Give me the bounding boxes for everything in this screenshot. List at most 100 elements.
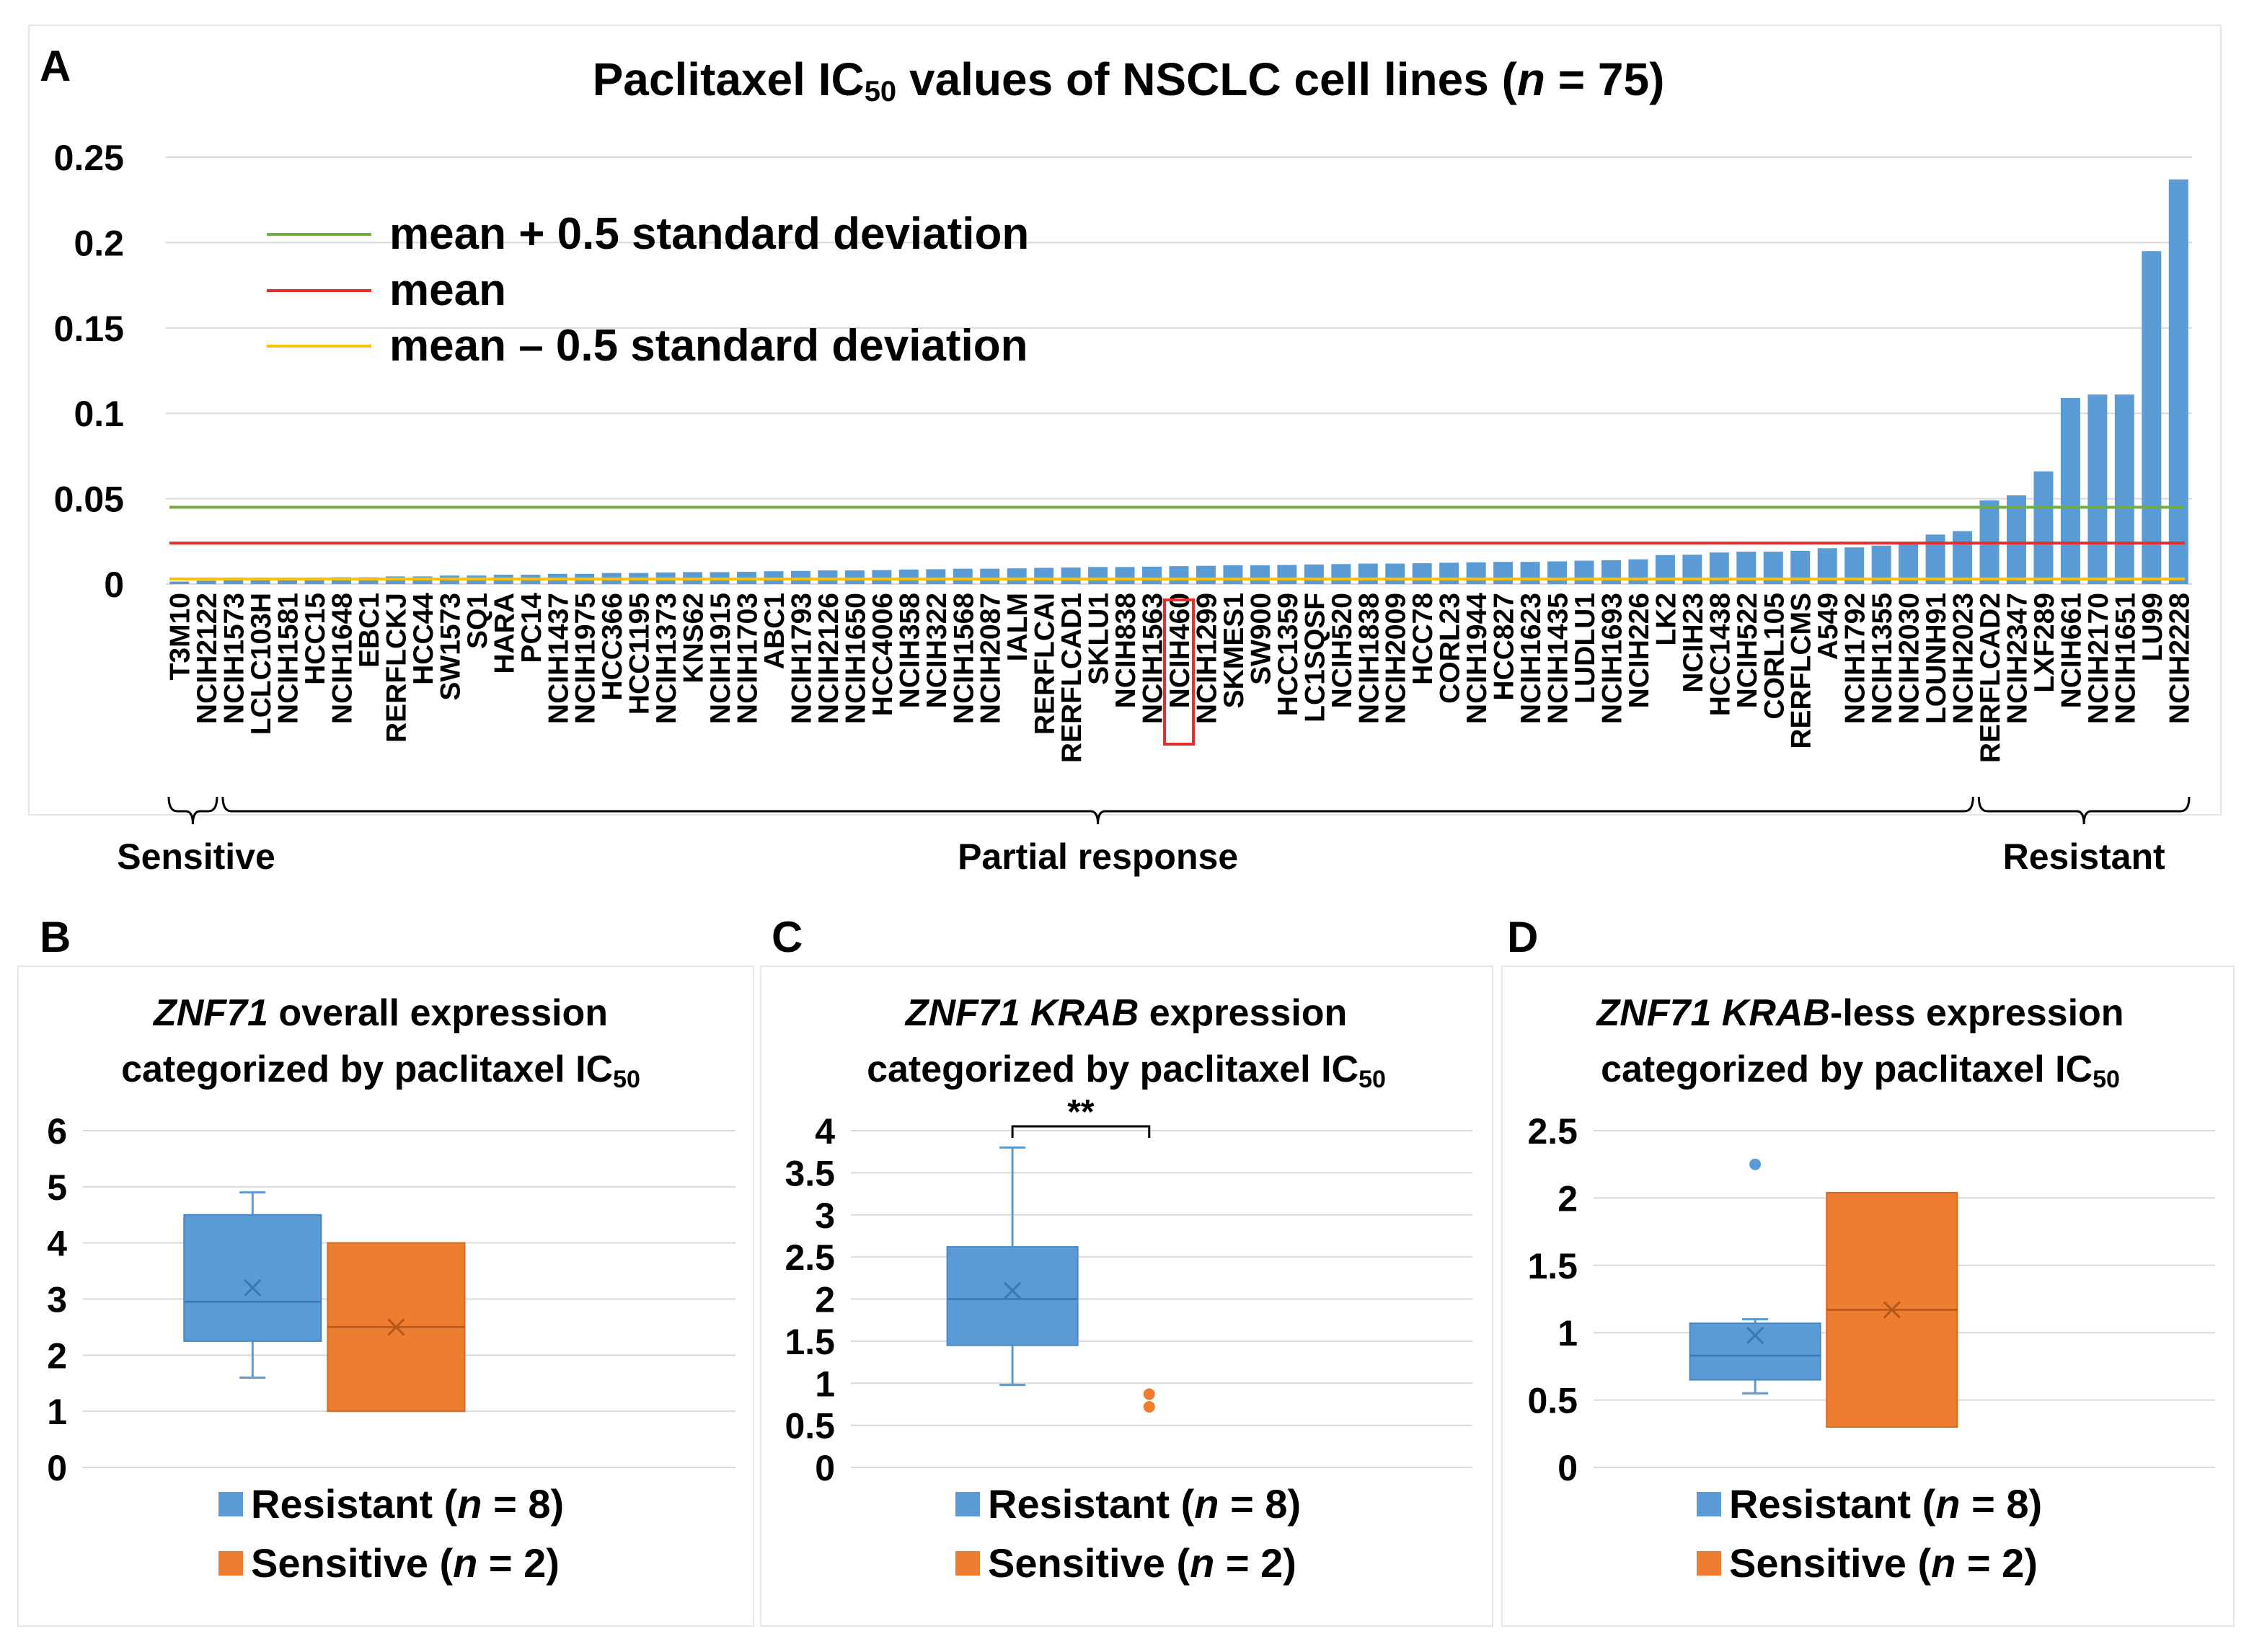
bar-ncih1650 [844, 570, 865, 584]
bar-ncih322 [926, 569, 946, 584]
x-tick-label: NCIH460 [1165, 593, 1196, 708]
x-tick-label: NCIH1792 [1840, 593, 1871, 724]
x-tick-label: RERFLCMS [1786, 593, 1817, 749]
x-tick-label: HCC15 [300, 593, 331, 685]
x-tick-label: LK2 [1651, 593, 1682, 646]
highlight-box-ncih460 [1163, 598, 1195, 746]
bar-ncih1838 [1358, 563, 1378, 584]
legend-swatch-sensitive [1697, 1551, 1721, 1576]
box-resistant [183, 1191, 322, 1379]
bar-ncih1563 [1142, 566, 1162, 584]
y-tick-label: 0.2 [74, 223, 124, 263]
x-tick-label: A549 [1813, 593, 1844, 660]
x-tick-label: NCIH1838 [1353, 593, 1384, 724]
y-tick-label: 1.5 [785, 1322, 835, 1362]
y-tick-label: 0 [1557, 1448, 1578, 1488]
x-tick-label: KNS62 [679, 593, 710, 684]
x-tick-label: NCIH1355 [1867, 593, 1898, 724]
y-tick-label: 0 [47, 1448, 67, 1488]
x-tick-label: NCIH358 [894, 593, 925, 708]
box-resistant [946, 1146, 1079, 1387]
bar-ncih838 [1115, 567, 1135, 584]
x-tick-label: HCC1438 [1705, 593, 1736, 716]
panel-b-box-plot: ZNF71 overall expression categorized by p… [17, 966, 754, 1627]
legend-label-resistant: Resistant (n = 8) [988, 1481, 1301, 1527]
bar-hcc15 [304, 578, 324, 584]
bracket-sensitive [167, 796, 218, 825]
x-tick-label: NCIH1568 [948, 593, 979, 724]
panel-title-line1: ZNF71 overall expression [152, 992, 608, 1034]
x-tick-label: NCIH1703 [733, 593, 764, 724]
x-tick-label: NCIH661 [2056, 593, 2087, 708]
y-tick-label: 0.05 [54, 480, 124, 520]
bar-lxf289 [2033, 471, 2054, 584]
x-tick-label: NCIH2228 [2164, 593, 2195, 724]
x-tick-label: LXF289 [2029, 593, 2060, 693]
x-tick-label: NCIH1299 [1191, 593, 1222, 724]
legend-label-resistant: Resistant (n = 8) [1729, 1481, 2042, 1527]
x-tick-label: NCIH2087 [976, 593, 1007, 724]
y-tick-label: 0 [815, 1448, 835, 1488]
panel-c-box-plot: ZNF71 KRAB expression categorized by pacl… [760, 966, 1493, 1627]
y-tick-label: 2 [1557, 1178, 1578, 1219]
box-resistant [1689, 1158, 1821, 1395]
panel-frame [760, 966, 1493, 1627]
bar-ncih2023 [1953, 531, 1973, 584]
x-tick-label: HCC1359 [1273, 593, 1304, 716]
group-label-resistant: Resistant [2003, 836, 2165, 877]
mean-marker [387, 1318, 405, 1336]
bar-ebc1 [358, 577, 379, 584]
group-label-partial-response: Partial response [958, 836, 1238, 877]
y-tick-label: 0.15 [54, 309, 124, 349]
bracket-resistant [1977, 796, 2191, 825]
x-tick-label: SKLU1 [1084, 593, 1115, 685]
x-tick-label: HCC827 [1489, 593, 1520, 701]
bar-ncih2122 [196, 580, 216, 584]
bar-hcc827 [1493, 562, 1514, 584]
x-tick-label: HCC44 [408, 593, 439, 685]
box-body [1689, 1322, 1821, 1381]
y-tick-label: 3 [47, 1280, 67, 1320]
x-tick-label: RERFLCAD2 [1975, 593, 2006, 763]
bar-rerflcad1 [1061, 567, 1081, 584]
y-tick-label: 0.5 [785, 1406, 835, 1446]
x-tick-label: T3M10 [165, 593, 196, 680]
x-tick-label: NCIH1693 [1596, 593, 1627, 724]
mean-marker [1883, 1301, 1901, 1319]
bar-ncih1944 [1466, 562, 1486, 584]
legend-label-mean-plus: mean + 0.5 standard deviation [389, 209, 1029, 259]
box-sensitive [327, 1242, 466, 1413]
x-tick-label: NCIH2030 [1894, 593, 1925, 724]
bar-ncih520 [1331, 564, 1351, 584]
x-tick-label: NCIH1573 [219, 593, 250, 724]
x-tick-label: NCIH2009 [1381, 593, 1412, 724]
y-tick-label: 0.5 [1527, 1381, 1578, 1421]
panel-c-letter: C [772, 913, 803, 961]
x-tick-label: LCLC103H [246, 593, 277, 735]
x-tick-label: NCIH838 [1110, 593, 1141, 708]
y-tick-label: 3 [815, 1196, 835, 1236]
y-tick-label: 1.5 [1527, 1246, 1578, 1286]
x-tick-label: HARA [489, 593, 520, 674]
mean-marker [244, 1278, 262, 1297]
box-sensitive [1826, 1191, 1958, 1428]
x-tick-label: NCIH1648 [327, 593, 358, 724]
bar-ncih1623 [1520, 562, 1540, 584]
x-tick-label: NCIH1373 [651, 593, 682, 724]
legend-swatch-resistant [218, 1492, 243, 1516]
legend-swatch-resistant [955, 1492, 980, 1516]
bar-ncih1435 [1547, 561, 1568, 584]
x-tick-label: NCIH1944 [1462, 593, 1493, 724]
legend-label-sensitive: Sensitive (n = 2) [1729, 1540, 2038, 1586]
outlier-point [1749, 1158, 1762, 1170]
x-tick-label: NCIH1651 [2110, 593, 2141, 724]
outlier-point [1143, 1400, 1155, 1413]
x-tick-label: NCIH2023 [1948, 593, 1979, 724]
group-label-sensitive: Sensitive [117, 836, 275, 877]
x-tick-label: SW1573 [435, 593, 466, 701]
y-tick-label: 0 [104, 565, 124, 605]
bar-ncih2009 [1385, 563, 1405, 584]
x-tick-label: HCC78 [1408, 593, 1439, 685]
x-tick-label: NCIH1581 [273, 593, 304, 724]
